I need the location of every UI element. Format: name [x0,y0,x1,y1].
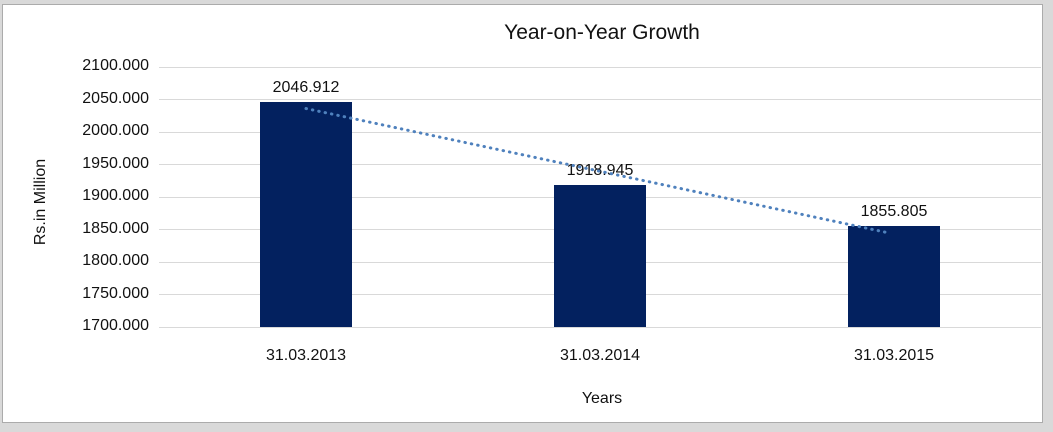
bar-data-label: 1918.945 [566,161,634,179]
gridline [159,66,1041,68]
bar [260,101,352,327]
y-tick-label: 2100.000 [82,57,149,74]
y-tick-label: 1700.000 [82,317,149,334]
x-tick-label: 31.03.2013 [265,347,347,364]
x-tick-label: 31.03.2014 [559,347,641,364]
bar [554,184,646,327]
gridline [159,99,1041,100]
y-tick-label: 1800.000 [82,252,149,269]
x-axis-title: Years [581,390,623,407]
bar-data-label: 2046.912 [272,78,340,96]
chart-title: Year-on-Year Growth [504,21,700,44]
y-tick-label: 1900.000 [82,187,149,204]
y-tick-label: 1850.000 [82,219,149,237]
gridline [159,326,1041,328]
x-tick-label: 31.03.2015 [853,347,935,364]
bar [848,225,940,327]
y-tick-label: 2000.000 [82,122,149,139]
y-tick-label: 1750.000 [82,284,149,302]
chart-frame: Year-on-Year Growth Rs.in Million Years … [2,4,1043,423]
y-tick-label: 1950.000 [82,154,149,172]
bar-data-label: 1855.805 [860,202,928,220]
y-tick-label: 2050.000 [82,89,149,107]
